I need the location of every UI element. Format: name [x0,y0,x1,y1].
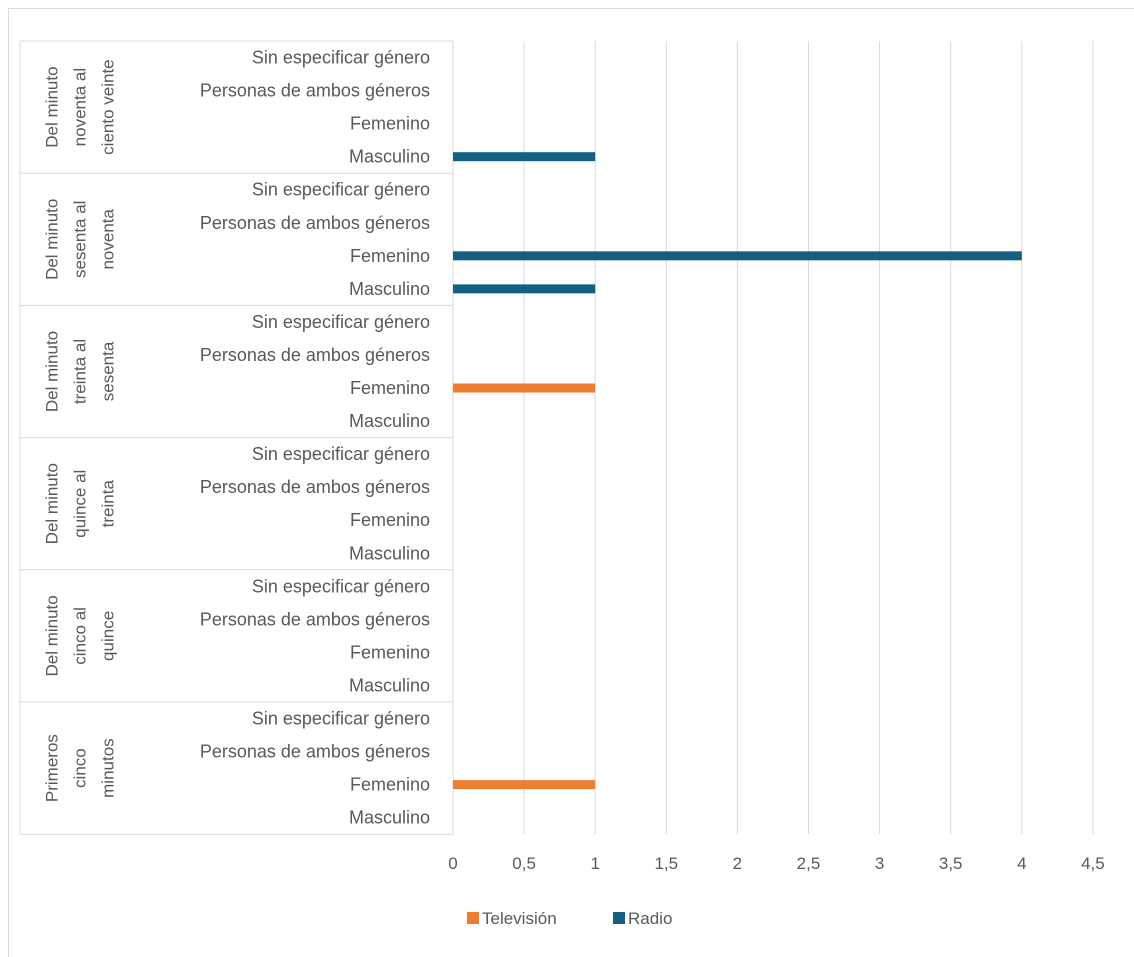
category-label: Masculino [349,543,430,563]
category-label: Personas de ambos géneros [200,742,430,762]
category-label: Personas de ambos géneros [200,477,430,497]
category-label: Personas de ambos géneros [200,609,430,629]
group-label-line: cinco al [71,607,90,665]
x-tick-label: 4 [1017,854,1026,873]
group-label-line: Del minuto [43,66,62,147]
group-label-line: quince al [71,470,90,538]
legend: Televisión Radio [467,909,672,928]
category-label: Personas de ambos géneros [200,345,430,365]
category-label: Masculino [349,279,430,299]
x-tick-label: 2 [733,854,742,873]
group-label-line: noventa al [71,68,90,146]
legend-label: Radio [628,909,672,928]
bar-televisión [453,383,596,393]
category-label: Femenino [350,642,430,662]
group-label: Del minuto quince al treinta [43,463,118,544]
category-label: Masculino [349,147,430,167]
category-labels: Sin especificar género Personas de ambos … [200,48,430,828]
group-label-line: Del minuto [43,463,62,544]
group-label-line: cinco [71,748,90,788]
group-label-line: minutos [99,738,118,798]
x-tick-label: 1,5 [654,854,678,873]
group-label-line: noventa [99,209,118,270]
chart-frame [8,8,1134,957]
category-label: Sin especificar género [252,444,430,464]
category-label: Personas de ambos géneros [200,213,430,233]
bars [453,152,1022,790]
category-label: Femenino [350,114,430,134]
category-label: Masculino [349,411,430,431]
group-label-line: sesenta al [71,201,90,278]
group-label-line: Del minuto [43,199,62,280]
category-label: Masculino [349,675,430,695]
category-label: Femenino [350,378,430,398]
category-label: Sin especificar género [252,576,430,596]
category-label: Femenino [350,246,430,266]
group-label-line: Primeros [43,734,62,802]
category-label: Sin especificar género [252,180,430,200]
category-label: Sin especificar género [252,48,430,68]
x-tick-label: 3,5 [939,854,963,873]
x-tick-label: 4,5 [1081,854,1105,873]
group-label-line: treinta [99,480,118,528]
category-label: Masculino [349,808,430,828]
category-label: Personas de ambos géneros [200,81,430,101]
group-label-line: sesenta [99,341,118,401]
category-label: Sin especificar género [252,312,430,332]
x-tick-label: 1 [590,854,599,873]
group-label-line: Del minuto [43,331,62,412]
group-label-line: treinta al [71,339,90,404]
x-axis-ticks: 0 0,5 1 1,5 2 2,5 3 3,5 4 4,5 [448,854,1104,873]
gridlines [523,41,1094,835]
x-tick-label: 2,5 [797,854,821,873]
x-tick-label: 0,5 [512,854,536,873]
category-label: Femenino [350,775,430,795]
group-label: Del minuto noventa al ciento veinte [43,59,118,154]
category-label: Femenino [350,510,430,530]
group-label-line: quince [99,611,118,661]
group-label-line: ciento veinte [99,59,118,154]
group-label: Primeros cinco minutos [43,734,118,802]
bar-radio [453,152,596,162]
bar-televisión [453,780,596,790]
group-label-line: Del minuto [43,595,62,676]
category-label: Sin especificar género [252,709,430,729]
legend-label: Televisión [482,909,557,928]
group-label: Del minuto cinco al quince [43,595,118,676]
legend-swatch [467,912,479,924]
category-axis-frame [19,40,454,835]
bar-radio [453,284,596,294]
group-label: Del minuto treinta al sesenta [43,331,118,412]
bar-radio [453,251,1022,261]
legend-swatch [613,912,625,924]
group-label: Del minuto sesenta al noventa [43,199,118,280]
x-tick-label: 3 [875,854,884,873]
x-tick-label: 0 [448,854,457,873]
